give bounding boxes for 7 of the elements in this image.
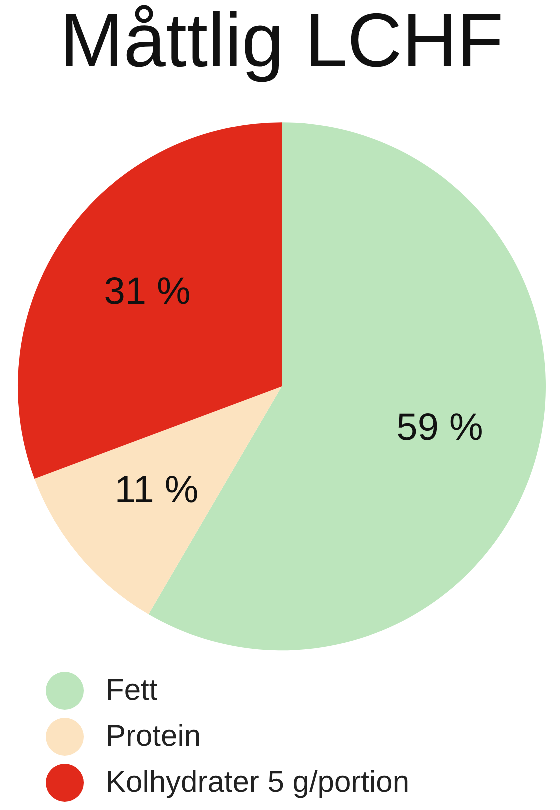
data-label: 31 % bbox=[104, 270, 191, 313]
legend-label: Fett bbox=[106, 674, 158, 708]
data-label: 59 % bbox=[396, 406, 484, 449]
chart-title: Måttlig LCHF bbox=[60, 0, 504, 84]
legend-label: Protein bbox=[106, 720, 202, 754]
data-label: 11 % bbox=[114, 470, 199, 512]
legend-label: Kolhydrater 5 g/portion bbox=[106, 766, 410, 800]
